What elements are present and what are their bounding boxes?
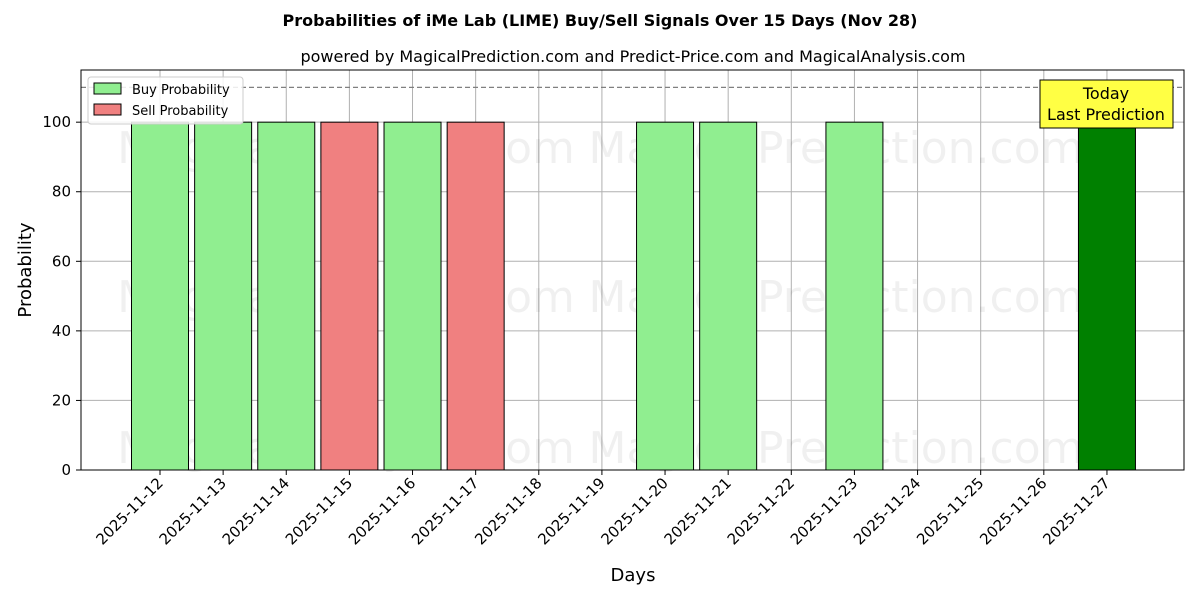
bar-buy-2025-11-14 xyxy=(257,121,316,471)
bar-sell-2025-11-17 xyxy=(446,121,505,471)
x-tick-label: 2025-11-20 xyxy=(597,474,671,548)
x-tick-label: 2025-11-27 xyxy=(1039,474,1113,548)
x-tick-label: 2025-11-21 xyxy=(661,474,735,548)
bar-buy-2025-11-23 xyxy=(825,121,884,471)
bar-sell-2025-11-15 xyxy=(320,121,379,471)
x-tick-label: 2025-11-23 xyxy=(787,474,861,548)
bar-buy-2025-11-20 xyxy=(636,121,695,471)
legend-buy-label: Buy Probability xyxy=(132,83,230,98)
x-axis-label: Days xyxy=(611,565,656,586)
bar-buy-2025-11-12 xyxy=(131,121,189,471)
x-tick-label: 2025-11-15 xyxy=(282,474,356,548)
x-ticks: 2025-11-122025-11-132025-11-142025-11-15… xyxy=(92,470,1114,548)
x-tick-label: 2025-11-14 xyxy=(219,474,293,548)
y-tick-label: 20 xyxy=(52,391,71,409)
legend: Buy Probability Sell Probability xyxy=(87,76,244,125)
x-tick-label: 2025-11-16 xyxy=(345,474,419,548)
bar-buy-2025-11-21 xyxy=(699,121,758,471)
x-tick-label: 2025-11-17 xyxy=(408,474,482,548)
x-tick-label: 2025-11-13 xyxy=(156,474,230,548)
legend-buy-swatch xyxy=(93,82,122,95)
x-tick-label: 2025-11-22 xyxy=(724,474,798,548)
y-axis-label: Probability xyxy=(15,222,36,317)
x-tick-label: 2025-11-26 xyxy=(976,474,1050,548)
y-tick-label: 100 xyxy=(42,113,71,131)
chart-subtitle: powered by MagicalPrediction.com and Pre… xyxy=(300,47,965,66)
x-tick-label: 2025-11-19 xyxy=(534,474,608,548)
legend-sell-swatch xyxy=(93,103,122,116)
plot-frame xyxy=(80,69,1185,471)
chart-title: Probabilities of iMe Lab (LIME) Buy/Sell… xyxy=(283,11,918,30)
bar-buy-2025-11-16 xyxy=(383,121,442,471)
today-annotation-box xyxy=(1039,79,1174,129)
x-tick-label: 2025-11-25 xyxy=(913,474,987,548)
y-tick-label: 80 xyxy=(52,183,71,201)
legend-sell-label: Sell Probability xyxy=(132,104,229,119)
today-annotation-line1: Today xyxy=(1082,84,1129,103)
bar-buy-2025-11-27 xyxy=(1077,121,1136,471)
y-tick-label: 40 xyxy=(52,322,71,340)
y-tick-label: 0 xyxy=(61,461,71,479)
x-tick-label: 2025-11-18 xyxy=(471,474,545,548)
legend-box xyxy=(87,76,244,125)
x-tick-label: 2025-11-24 xyxy=(850,474,924,548)
today-annotation: Today Last Prediction xyxy=(1039,79,1174,129)
x-tick-label: 2025-11-12 xyxy=(92,474,166,548)
y-ticks: 0 20 40 60 80 100 xyxy=(42,113,81,479)
y-tick-label: 60 xyxy=(52,252,71,270)
bar-buy-2025-11-13 xyxy=(194,121,253,471)
today-annotation-line2: Last Prediction xyxy=(1047,105,1165,124)
